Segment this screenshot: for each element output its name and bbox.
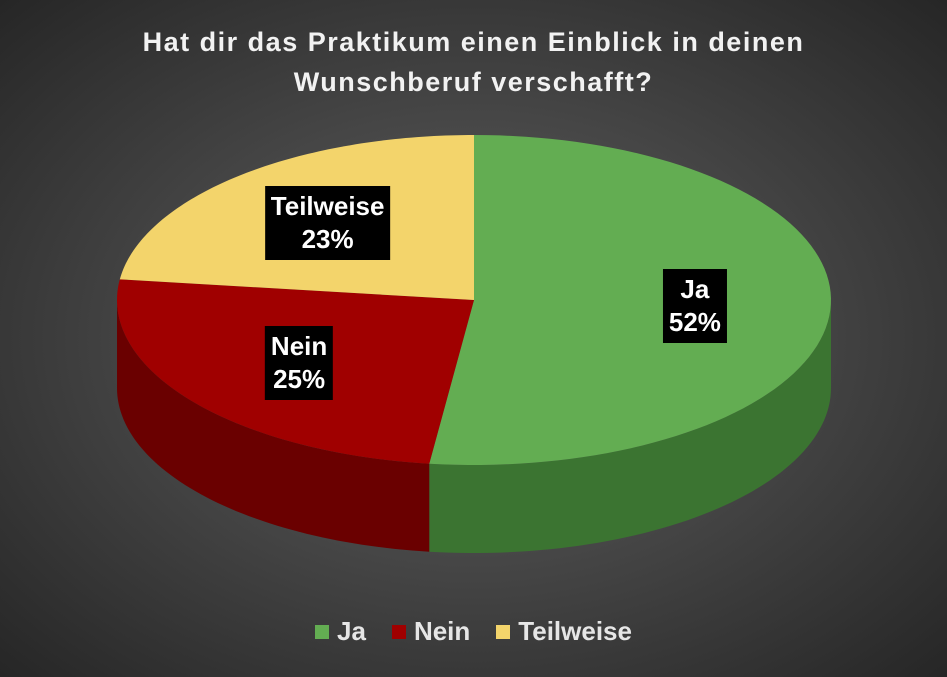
data-label-nein: Nein 25% [264,325,334,400]
legend-label: Nein [413,616,471,646]
legend-label: Teilweise [518,616,632,646]
data-label-category: Teilweise [270,191,385,222]
pie-side-ja [429,300,831,553]
data-label-teilweise: Teilweise 23% [264,186,391,261]
pie-side-nein [117,300,430,552]
legend-item-nein: Nein [391,616,471,647]
legend: Ja Nein Teilweise [0,616,947,647]
pie-slice-ja [429,135,831,465]
title-line-2: Wunschberuf verschafft? [293,67,654,97]
legend-label: Ja [337,616,366,646]
data-label-ja: Ja 52% [662,269,727,344]
legend-swatch [496,624,511,639]
title-line-1: Hat dir das Praktikum einen Einblick in … [142,27,805,57]
legend-item-teilweise: Teilweise [496,616,632,647]
legend-swatch [391,624,406,639]
data-label-category: Ja [680,274,710,305]
legend-swatch [315,624,330,639]
chart-title: Hat dir das Praktikum einen Einblick in … [0,22,947,102]
data-label-value: 52% [668,307,721,338]
data-label-value: 23% [301,224,354,255]
data-label-value: 25% [273,363,326,394]
legend-item-ja: Ja [315,616,366,647]
data-label-category: Nein [270,330,328,361]
